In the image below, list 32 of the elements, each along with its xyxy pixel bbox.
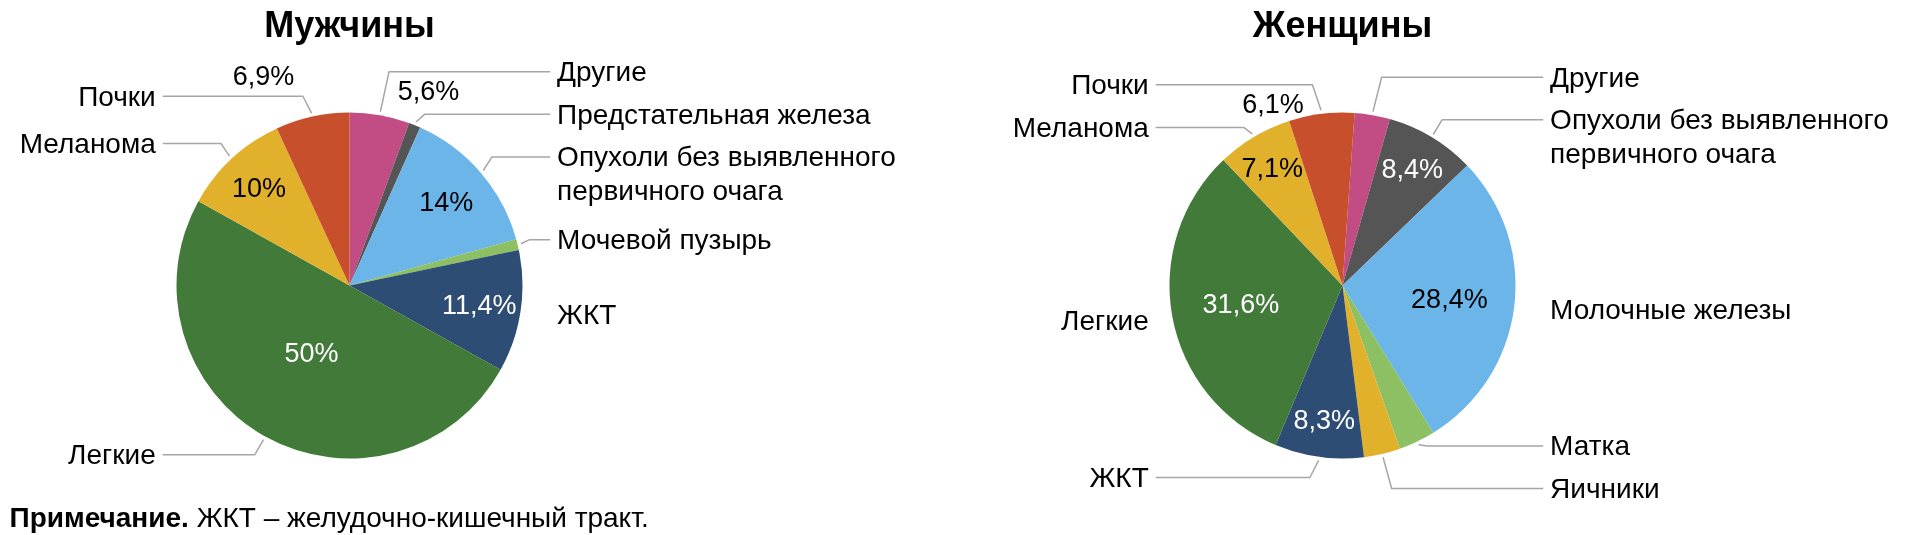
data-label: 50% xyxy=(284,338,339,369)
data-label: 10% xyxy=(231,172,286,203)
slice-label: Опухоли без выявленного первичного очага xyxy=(557,141,896,207)
slice-label: Другие xyxy=(557,56,647,88)
slice-label: Матка xyxy=(1550,430,1631,462)
data-label: 6,9% xyxy=(232,60,295,91)
slice-label: Легкие xyxy=(1061,304,1149,336)
slice-label: Легкие xyxy=(68,439,156,471)
slice-label: Меланома xyxy=(19,127,157,159)
slice-label: Меланома xyxy=(1012,111,1150,143)
data-label: 14% xyxy=(419,187,474,218)
slice-label: Яичники xyxy=(1550,473,1660,505)
slice-label: Другие xyxy=(1550,61,1640,93)
data-label: 11,4% xyxy=(442,290,517,321)
slice-label: Опухоли без выявленного первичного очага xyxy=(1550,104,1889,170)
slice-label: Предстательная железа xyxy=(557,98,872,130)
data-label: 31,6% xyxy=(1202,289,1280,320)
data-label: 8,3% xyxy=(1293,404,1355,435)
slice-label: Молочные железы xyxy=(1550,294,1792,326)
slice-label: Почки xyxy=(1071,69,1149,101)
data-label: 8,4% xyxy=(1381,154,1444,185)
data-label: 28,4% xyxy=(1411,284,1488,315)
text: Примечание. ЖКТ – желудочно-кишечный тракт. xyxy=(9,501,649,533)
chart-title: Женщины xyxy=(1251,4,1433,45)
chart-title: Мужчины xyxy=(264,4,435,45)
data-label: 6,1% xyxy=(1242,88,1304,119)
data-label: 5,6% xyxy=(397,75,460,106)
slice-label: Мочевой пузырь xyxy=(557,224,772,256)
slice-label: ЖКТ xyxy=(1089,461,1149,493)
slice-label: ЖКТ xyxy=(557,299,617,331)
data-label: 7,1% xyxy=(1241,152,1304,183)
slice-label: Почки xyxy=(78,80,156,112)
